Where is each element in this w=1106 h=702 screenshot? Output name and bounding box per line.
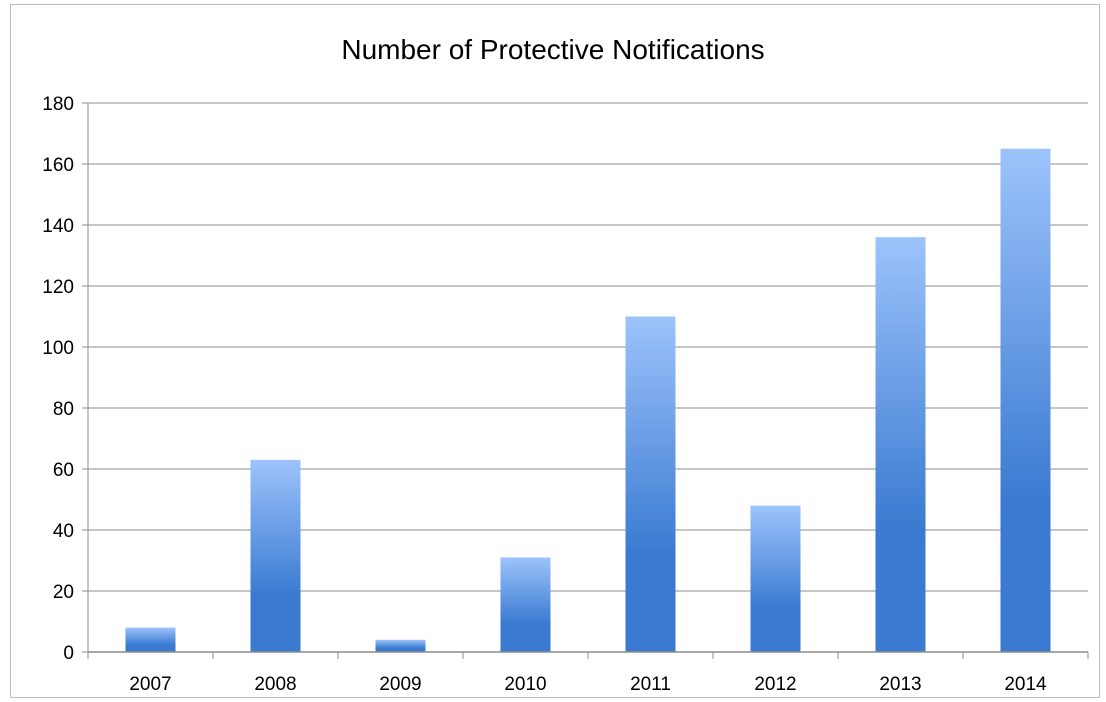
y-tick-label: 160 [42, 155, 74, 176]
x-tick-label: 2012 [754, 674, 796, 695]
tick-labels: 0 20 40 60 80 100 120 140 160 180 2007 2008 2009 2010… [42, 94, 1047, 695]
bar-2013 [875, 237, 926, 652]
bar-2009 [375, 639, 426, 652]
y-tick-label: 0 [63, 643, 74, 664]
x-tick-label: 2011 [630, 674, 671, 695]
bars [125, 148, 1051, 652]
chart-title: Number of Protective Notifications [341, 34, 765, 65]
y-tick-label: 180 [42, 94, 74, 115]
y-tick-label: 100 [42, 338, 74, 359]
bar-2011 [625, 316, 676, 652]
bar-2008 [250, 459, 301, 652]
x-tick-label: 2010 [504, 674, 546, 695]
bar-2007 [125, 627, 176, 652]
y-tick-label: 40 [53, 521, 74, 542]
y-tick-label: 80 [53, 399, 74, 420]
x-tick-label: 2009 [379, 674, 421, 695]
bar-2012 [750, 505, 801, 652]
x-tick-label: 2014 [1004, 674, 1047, 695]
bar-2014 [1000, 148, 1051, 652]
y-tick-label: 140 [42, 216, 74, 237]
y-tick-label: 120 [42, 277, 74, 298]
y-tick-label: 60 [53, 460, 74, 481]
gridlines [88, 102, 1088, 592]
y-tick-label: 20 [53, 582, 74, 603]
bar-2010 [500, 557, 551, 652]
axes [82, 102, 1089, 659]
x-tick-label: 2013 [879, 674, 921, 695]
x-tick-label: 2008 [254, 674, 296, 695]
x-tick-label: 2007 [129, 674, 171, 695]
